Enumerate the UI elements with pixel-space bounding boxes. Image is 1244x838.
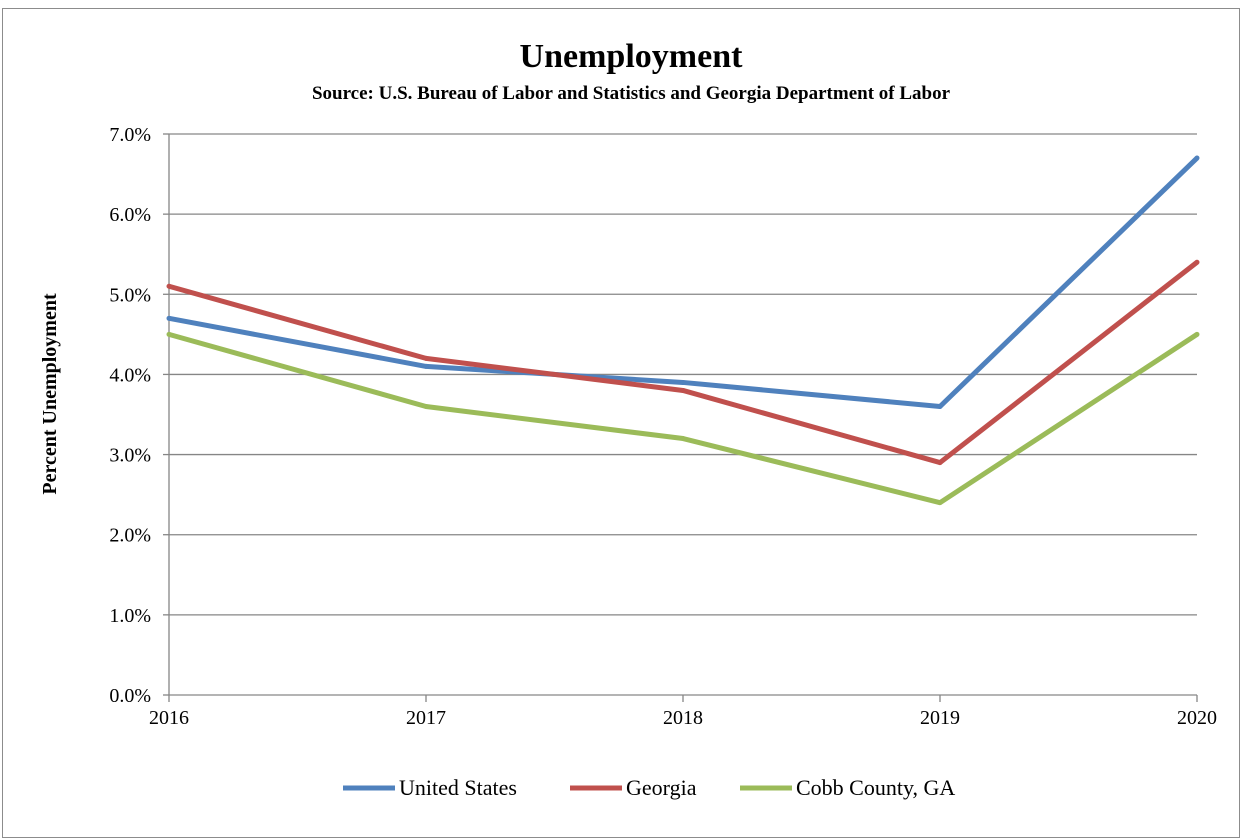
data-point-cobb-county-ga [166, 331, 172, 337]
data-point-united-states [680, 379, 686, 385]
legend-item-georgia: Georgia [570, 775, 697, 800]
x-tick-label: 2019 [920, 707, 960, 729]
legend-label: United States [399, 775, 517, 800]
data-point-united-states [166, 315, 172, 321]
data-point-georgia [937, 460, 943, 466]
y-tick-label: 3.0% [109, 445, 151, 467]
data-point-cobb-county-ga [423, 403, 429, 409]
legend-item-united-states: United States [343, 775, 517, 800]
y-axis-label: Percent Unemployment [39, 293, 61, 495]
data-point-united-states [937, 403, 943, 409]
legend: United States Georgia Cobb County, GA [343, 775, 955, 800]
data-point-georgia [423, 355, 429, 361]
legend-label: Georgia [626, 775, 697, 800]
y-tick-labels: 0.0% 1.0% 2.0% 3.0% 4.0% 5.0% 6.0% 7.0% [109, 124, 151, 707]
data-point-cobb-county-ga [1194, 331, 1200, 337]
axes [163, 133, 1198, 702]
y-tick-label: 6.0% [109, 204, 151, 226]
line-chart: Unemployment Source: U.S. Bureau of Labo… [39, 38, 1217, 800]
data-point-cobb-county-ga [680, 436, 686, 442]
data-point-georgia [166, 283, 172, 289]
data-point-cobb-county-ga [937, 500, 943, 506]
chart-subtitle: Source: U.S. Bureau of Labor and Statist… [312, 83, 951, 104]
legend-label: Cobb County, GA [796, 775, 955, 800]
legend-item-cobb-county-ga: Cobb County, GA [740, 775, 955, 800]
x-tick-label: 2017 [406, 707, 446, 729]
y-tick-label: 1.0% [109, 605, 151, 627]
x-tick-label: 2016 [149, 707, 189, 729]
gridlines [169, 133, 1197, 616]
y-tick-label: 7.0% [109, 124, 151, 146]
y-tick-label: 5.0% [109, 284, 151, 306]
x-tick-label: 2018 [663, 707, 703, 729]
y-tick-label: 0.0% [109, 685, 151, 707]
data-point-georgia [680, 387, 686, 393]
data-point-georgia [1194, 259, 1200, 265]
y-tick-label: 4.0% [109, 364, 151, 386]
series-lines [166, 155, 1200, 506]
data-point-united-states [423, 363, 429, 369]
x-tick-labels: 2016 2017 2018 2019 2020 [149, 707, 1217, 729]
series-line-cobb-county-ga [168, 331, 1199, 506]
data-point-united-states [1194, 155, 1200, 161]
chart-title: Unemployment [520, 38, 744, 75]
chart-frame: Unemployment Source: U.S. Bureau of Labo… [2, 8, 1240, 838]
y-tick-label: 2.0% [109, 525, 151, 547]
series-line-united-states [168, 156, 1199, 409]
x-tick-label: 2020 [1177, 707, 1217, 729]
